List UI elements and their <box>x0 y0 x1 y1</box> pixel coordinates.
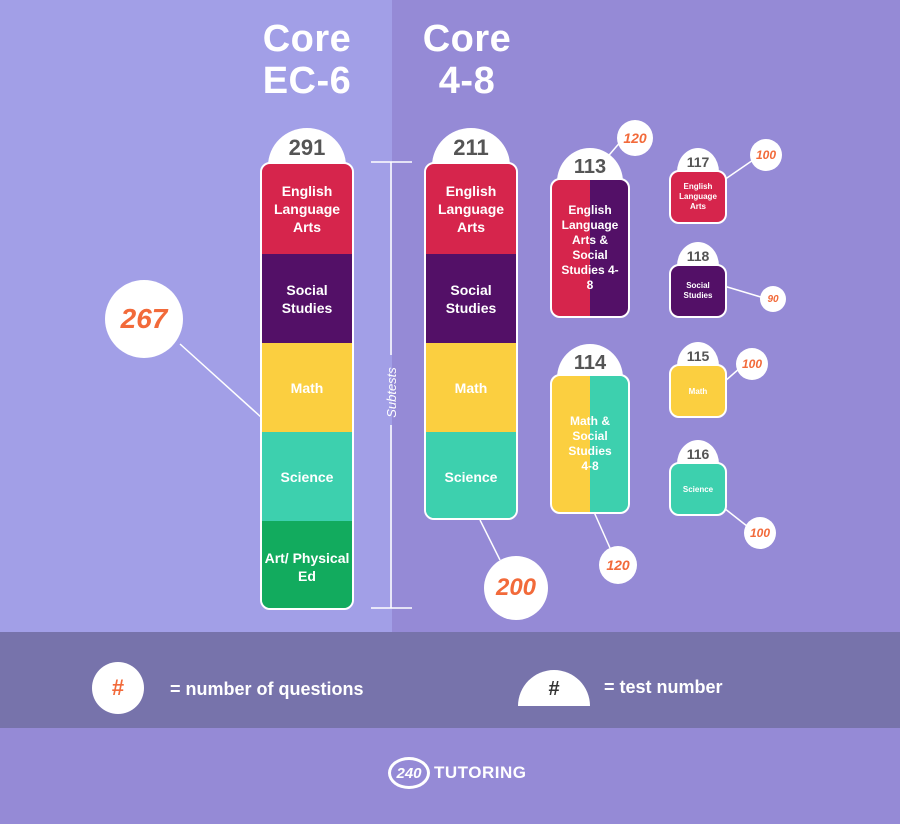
segment-label: Math <box>454 379 488 396</box>
questions-bubble-267: 267 <box>105 280 183 358</box>
legend-questions-text: = number of questions <box>170 679 364 699</box>
segment-label: Social Studies <box>445 281 497 316</box>
segment-english-language-arts: English Language Arts <box>426 164 516 254</box>
test-118-label-wrap: Social Studies <box>671 266 725 316</box>
segment-math: Math <box>426 343 516 432</box>
test-113-label: English Language Arts & Social Studies 4… <box>561 203 619 292</box>
test-114-label: Math & Social Studies 4-8 <box>568 414 612 473</box>
column-test-114: Math & Social Studies 4-8 <box>550 374 630 514</box>
column-test-113: English Language Arts & Social Studies 4… <box>550 178 630 318</box>
questions-bubble-117: 100 <box>750 139 782 171</box>
heading-core-4-8: Core 4-8 <box>382 18 552 102</box>
legend-bubble-icon: # <box>92 662 144 714</box>
segment-english-language-arts: English Language Arts <box>262 164 352 254</box>
heading-line: Core <box>262 18 352 60</box>
test-115-label: Math <box>688 386 708 396</box>
test-115-label-wrap: Math <box>671 366 725 416</box>
segment-label: Science <box>280 468 334 485</box>
column-core-4-8: English Language Arts Social Studies Mat… <box>424 162 518 520</box>
heading-line: 4-8 <box>438 60 496 102</box>
legend-band <box>0 632 900 728</box>
subtests-label-wrap: Subtests <box>381 360 401 424</box>
questions-bubble-200: 200 <box>484 556 548 620</box>
segment-social-studies: Social Studies <box>426 254 516 343</box>
test-116-label: Science <box>682 484 714 494</box>
questions-bubble-116: 100 <box>744 517 776 549</box>
segment-science: Science <box>262 432 352 521</box>
test-114-label-wrap: Math & Social Studies 4-8 <box>552 376 628 512</box>
segment-label: English Language Arts <box>437 183 505 235</box>
questions-bubble-113: 120 <box>617 120 653 156</box>
box-test-117: English Language Arts <box>669 170 727 224</box>
questions-bubble-115: 100 <box>736 348 768 380</box>
logo-240-tutoring: 240 TUTORING <box>388 757 526 789</box>
segment-label: English Language Arts <box>273 183 341 235</box>
heading-line: Core <box>422 18 512 60</box>
test-118-label: Social Studies <box>683 281 713 300</box>
footer <box>0 728 900 824</box>
logo-text: TUTORING <box>434 763 527 782</box>
questions-bubble-118: 90 <box>760 286 786 312</box>
test-117-label: English Language Arts <box>679 182 717 211</box>
legend-test-number-text: = test number <box>604 677 723 697</box>
questions-bubble-114: 120 <box>599 546 637 584</box>
test-117-label-wrap: English Language Arts <box>671 172 725 222</box>
segment-art-physical-ed: Art/ Physical Ed <box>262 521 352 608</box>
segment-label: Science <box>444 469 498 485</box>
box-test-118: Social Studies <box>669 264 727 318</box>
subtests-label: Subtests <box>383 366 399 418</box>
heading-line: EC-6 <box>262 60 352 102</box>
segment-label: Math <box>290 379 324 396</box>
column-core-ec6: English Language Arts Social Studies Mat… <box>260 162 354 610</box>
test-113-label-wrap: English Language Arts & Social Studies 4… <box>552 180 628 316</box>
segment-math: Math <box>262 343 352 432</box>
segment-social-studies: Social Studies <box>262 254 352 343</box>
segment-science: Science <box>426 432 516 518</box>
segment-label: Social Studies <box>281 281 333 316</box>
test-116-label-wrap: Science <box>671 464 725 514</box>
box-test-116: Science <box>669 462 727 516</box>
heading-core-ec6: Core EC-6 <box>222 18 392 102</box>
segment-label: Art/ Physical Ed <box>264 549 350 584</box>
logo-mark-icon: 240 <box>388 757 430 789</box>
box-test-115: Math <box>669 364 727 418</box>
